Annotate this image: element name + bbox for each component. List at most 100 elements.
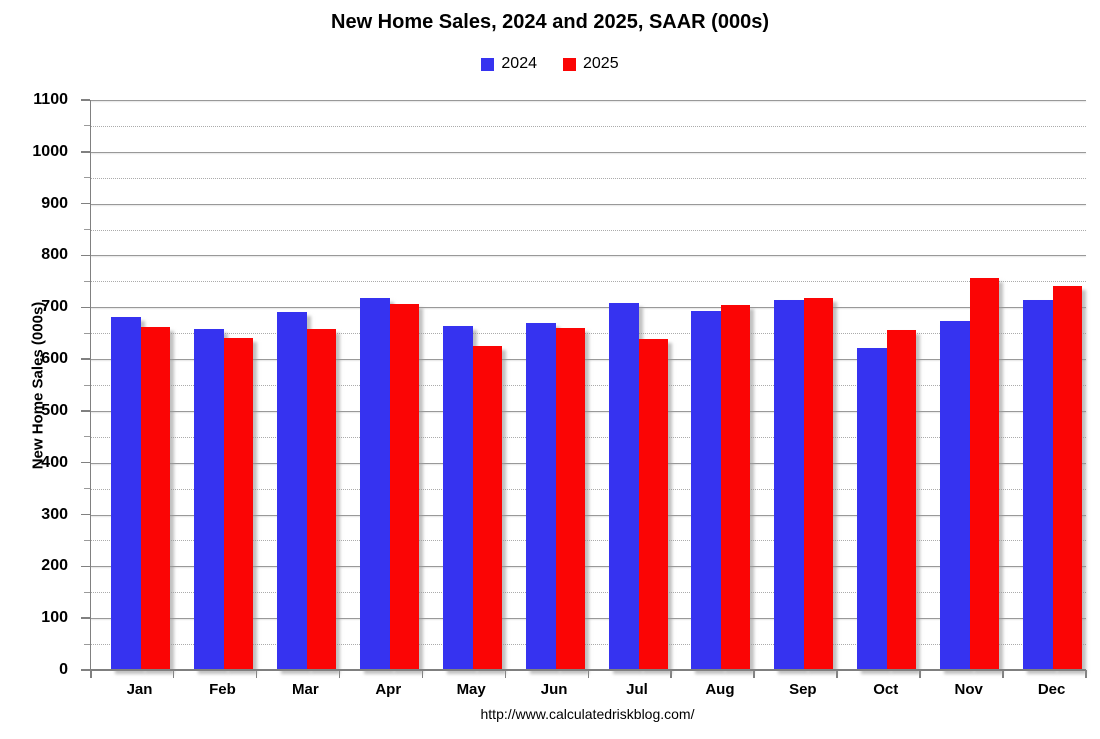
- y-axis-tick-200: [81, 565, 90, 568]
- bar-2025-jul: [638, 339, 668, 670]
- bar-2025-sep: [804, 298, 834, 670]
- y-axis-minor-tick-50: [84, 643, 90, 645]
- bar-2024-dec: [1023, 299, 1054, 670]
- bar-2025-may: [472, 346, 502, 670]
- x-axis-label-feb: Feb: [209, 681, 236, 698]
- y-axis-minor-tick-750: [84, 280, 90, 282]
- y-axis-tick-1100: [81, 99, 90, 101]
- gridline-minor-850: [91, 229, 1086, 231]
- y-axis-minor-tick-450: [84, 436, 90, 438]
- x-axis-label-aug: Aug: [705, 681, 735, 698]
- gridline-800: [91, 255, 1086, 257]
- y-axis-minor-tick-350: [84, 488, 90, 490]
- bar-2024-aug: [691, 311, 722, 670]
- y-axis-label-700: 700: [41, 298, 68, 316]
- legend-swatch-2025: [563, 57, 576, 71]
- y-axis-tick-0: [81, 669, 90, 671]
- bar-2024-may: [442, 326, 473, 670]
- gridline-minor-250: [91, 540, 1086, 542]
- gridline-200: [91, 566, 1086, 568]
- y-axis-label-500: 500: [41, 401, 68, 419]
- y-axis-label-1100: 1100: [33, 91, 68, 108]
- bar-2024-nov: [940, 321, 971, 670]
- gridline-minor-750: [91, 281, 1086, 283]
- y-axis-minor-tick-250: [84, 539, 90, 541]
- legend-item-2025: 2025: [563, 55, 619, 73]
- x-axis-label-apr: Apr: [375, 681, 402, 698]
- y-axis-minor-tick-850: [84, 229, 90, 231]
- y-axis-tick-900: [81, 202, 90, 205]
- gridline-1100: [91, 100, 1086, 101]
- gridline-700: [91, 307, 1086, 309]
- x-axis-tick-6: [587, 670, 589, 678]
- gridline-minor-450: [91, 436, 1086, 438]
- bar-2024-sep: [774, 299, 805, 670]
- y-axis-label-300: 300: [41, 505, 68, 523]
- y-axis-tick-1000: [81, 151, 90, 153]
- gridline-minor-150: [91, 592, 1086, 594]
- bar-2025-feb: [223, 338, 253, 670]
- y-axis-minor-tick-950: [84, 177, 90, 179]
- x-axis-label-nov: Nov: [954, 681, 983, 698]
- bar-2025-aug: [721, 304, 751, 670]
- x-axis-tick-4: [421, 670, 424, 678]
- x-axis-label-oct: Oct: [873, 681, 899, 698]
- bar-2024-jul: [608, 302, 639, 670]
- x-axis-tick-2: [255, 670, 258, 678]
- bar-2025-dec: [1053, 286, 1083, 670]
- y-axis-minor-tick-550: [84, 384, 90, 386]
- x-axis-tick-11: [1002, 670, 1004, 678]
- gridline-300: [91, 514, 1086, 516]
- y-axis-minor-tick-1050: [84, 125, 90, 127]
- y-axis-minor-tick-650: [84, 332, 90, 334]
- x-axis-baseline: [91, 669, 1086, 671]
- y-axis-tick-600: [81, 358, 90, 360]
- x-axis-label-jan: Jan: [126, 681, 153, 698]
- x-axis-tick-5: [504, 670, 507, 678]
- bar-2025-nov: [970, 277, 1000, 670]
- gridline-minor-950: [91, 177, 1086, 179]
- y-axis-label-0: 0: [59, 661, 68, 678]
- bar-2024-feb: [193, 329, 224, 670]
- legend-label-2025: 2025: [583, 55, 619, 72]
- bar-2025-jan: [141, 327, 170, 670]
- bar-2024-jun: [525, 322, 556, 670]
- x-axis-tick-8: [753, 670, 755, 678]
- chart-title: New Home Sales, 2024 and 2025, SAAR (000…: [331, 11, 769, 33]
- bar-2024-apr: [359, 297, 390, 670]
- bar-2024-oct: [857, 348, 888, 670]
- bar-2025-mar: [306, 328, 336, 670]
- x-axis-label-sep: Sep: [789, 681, 817, 698]
- y-axis-label-800: 800: [41, 246, 68, 264]
- x-axis-tick-7: [670, 670, 672, 678]
- bar-2025-apr: [389, 304, 419, 670]
- x-axis-tick-9: [836, 670, 838, 678]
- y-axis-tick-800: [81, 254, 90, 257]
- y-axis-tick-500: [81, 410, 90, 412]
- footer-url: http://www.calculatedriskblog.com/: [480, 706, 695, 722]
- y-axis-label-600: 600: [41, 350, 68, 368]
- x-axis-label-jun: Jun: [540, 681, 568, 698]
- legend-label-2024: 2024: [501, 55, 537, 72]
- gridline-minor-350: [91, 488, 1086, 490]
- y-axis-label-900: 900: [41, 194, 68, 212]
- x-axis-tick-1: [172, 670, 175, 678]
- gridline-500: [91, 410, 1086, 412]
- bar-2024-mar: [276, 312, 307, 670]
- y-axis-label-1000: 1000: [32, 142, 68, 160]
- y-axis-tick-300: [81, 513, 90, 516]
- y-axis-label-100: 100: [41, 609, 68, 627]
- bar-2024-jan: [111, 317, 141, 670]
- y-axis-title: New Home Sales (000s): [29, 301, 47, 470]
- y-axis-tick-700: [81, 306, 90, 309]
- x-axis-label-mar: Mar: [291, 681, 319, 698]
- y-axis-tick-100: [81, 617, 90, 619]
- x-axis-tick-0: [90, 670, 92, 678]
- gridline-minor-50: [91, 644, 1086, 646]
- legend-item-2024: 2024: [481, 55, 537, 73]
- gridline-900: [91, 203, 1086, 205]
- gridline-100: [91, 618, 1086, 620]
- bar-2025-oct: [887, 330, 917, 670]
- gridline-minor-1050: [91, 125, 1086, 127]
